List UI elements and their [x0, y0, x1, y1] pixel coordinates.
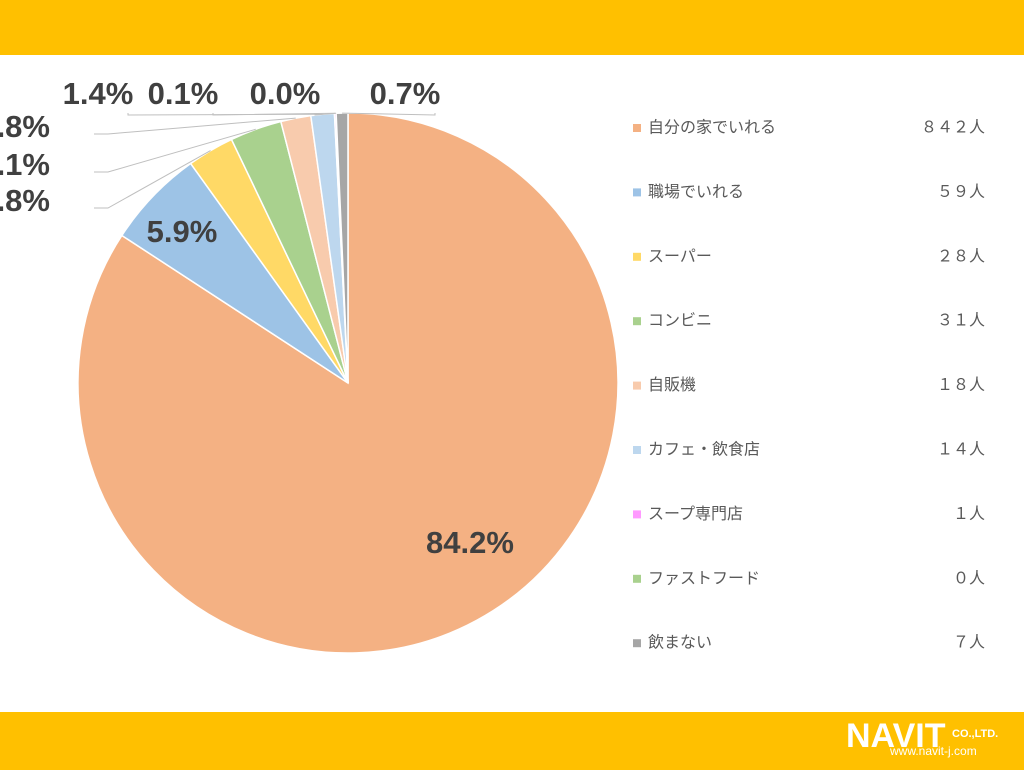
- legend-count: １８人: [937, 375, 985, 394]
- legend-count: ２８人: [937, 246, 985, 265]
- legend-count: １４人: [937, 440, 985, 459]
- legend-count: ８４２人: [921, 118, 985, 137]
- legend-count: ０人: [953, 568, 985, 587]
- legend-label: コンビニ: [648, 311, 712, 330]
- legend-count: １人: [953, 504, 985, 523]
- legend-swatch: [633, 446, 641, 454]
- legend-swatch: [633, 188, 641, 197]
- legend-count: ７人: [953, 633, 985, 652]
- legend-swatch: [633, 639, 641, 648]
- data-label: 0.1%: [148, 76, 219, 111]
- legend-swatch: [633, 574, 641, 583]
- legend-label: 職場でいれる: [648, 182, 744, 201]
- top-bar: [0, 0, 1024, 55]
- data-label: 3.1%: [0, 147, 50, 182]
- labels: 84.2% 5.9% 2.8%3.1%1.8% 1.4% 0.1% 0.0% 0.7%: [0, 76, 514, 560]
- data-label: 84.2%: [426, 525, 514, 560]
- legend-label: ファストフード: [648, 568, 760, 587]
- legend-label: 自分の家でいれる: [648, 118, 776, 137]
- legend-label: 自販機: [648, 375, 696, 394]
- leader-line: [342, 112, 436, 116]
- leader-line: [212, 112, 336, 116]
- logo-suffix: CO.,LTD.: [952, 728, 998, 740]
- pie: [77, 112, 619, 654]
- legend-swatch: [633, 510, 641, 519]
- leader-line: [94, 128, 256, 173]
- legend-swatch: [633, 317, 641, 326]
- legend-label: スーパー: [648, 246, 712, 265]
- logo-url: www.navit-j.com: [889, 744, 977, 758]
- data-label: 0.0%: [250, 76, 321, 111]
- logo-name: NAVIT: [846, 717, 946, 755]
- data-label: 2.8%: [0, 183, 50, 218]
- legend-swatch: [633, 252, 641, 261]
- data-label: 5.9%: [147, 214, 218, 249]
- leader-line: [314, 112, 337, 116]
- leader-line: [94, 150, 211, 209]
- data-label: 1.8%: [0, 109, 50, 144]
- legend-label: 飲まない: [648, 633, 712, 652]
- data-label: 1.4%: [63, 76, 134, 111]
- data-label: 0.7%: [370, 76, 441, 111]
- leader-line: [94, 117, 296, 135]
- legend-count: ３１人: [937, 311, 985, 330]
- legend-label: カフェ・飲食店: [648, 440, 760, 459]
- legend-swatch: [633, 124, 641, 132]
- legend-label: スープ専門店: [648, 504, 743, 523]
- bottom-bar: [0, 712, 1024, 770]
- legend-swatch: [633, 381, 641, 390]
- legend-count: ５９人: [937, 182, 985, 201]
